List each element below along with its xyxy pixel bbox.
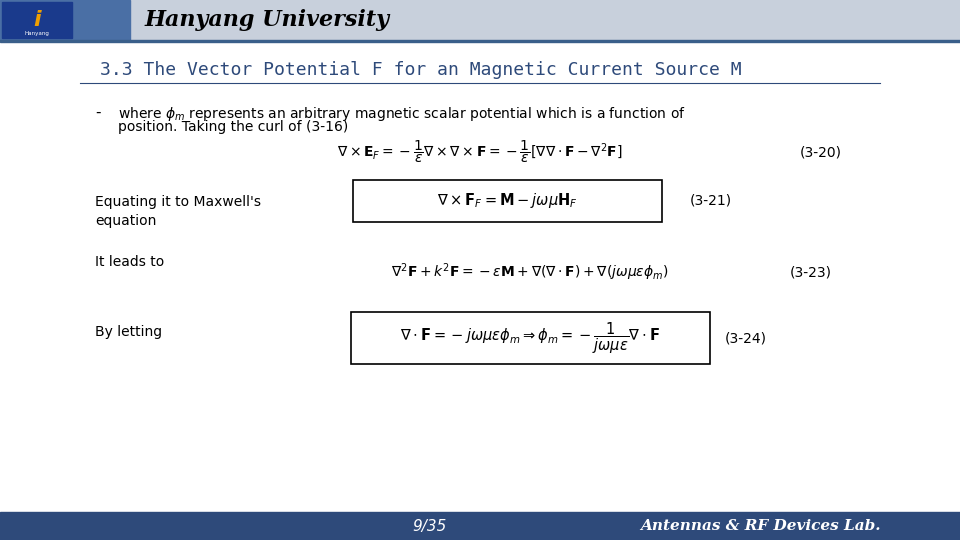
Text: (3-20): (3-20) — [800, 145, 842, 159]
FancyBboxPatch shape — [353, 180, 662, 222]
Text: $\nabla \times \mathbf{F}_F = \mathbf{M} - j\omega\mu\mathbf{H}_F$: $\nabla \times \mathbf{F}_F = \mathbf{M}… — [437, 192, 577, 211]
Text: $\nabla \times \mathbf{E}_F = -\dfrac{1}{\epsilon}\nabla \times \nabla \times \m: $\nabla \times \mathbf{E}_F = -\dfrac{1}… — [337, 139, 623, 165]
Bar — [0, 512, 960, 540]
Text: It leads to: It leads to — [95, 255, 164, 269]
Text: Antennas & RF Devices Lab.: Antennas & RF Devices Lab. — [640, 519, 880, 533]
Bar — [2, 2, 72, 38]
Text: $\nabla^2\mathbf{F} + k^2\mathbf{F} = -\epsilon\mathbf{M} + \nabla(\nabla \cdot : $\nabla^2\mathbf{F} + k^2\mathbf{F} = -\… — [392, 261, 669, 283]
Bar — [0, 40, 960, 42]
Text: -: - — [95, 105, 101, 120]
Text: By letting: By letting — [95, 325, 162, 339]
Text: i: i — [34, 10, 41, 30]
Text: 9/35: 9/35 — [413, 518, 447, 534]
Text: $\nabla \cdot \mathbf{F} = -j\omega\mu\epsilon\phi_m \Rightarrow \phi_m = -\dfra: $\nabla \cdot \mathbf{F} = -j\omega\mu\e… — [400, 320, 660, 356]
FancyBboxPatch shape — [351, 312, 710, 364]
Bar — [0, 0, 960, 40]
Text: (3-23): (3-23) — [790, 265, 832, 279]
Text: Hanyang: Hanyang — [25, 30, 49, 36]
Text: 3.3 The Vector Potential F for an Magnetic Current Source M: 3.3 The Vector Potential F for an Magnet… — [100, 61, 742, 79]
Text: where $\phi_m$ represents an arbitrary magnetic scalar potential which is a func: where $\phi_m$ represents an arbitrary m… — [118, 105, 685, 123]
Text: Equating it to Maxwell's
equation: Equating it to Maxwell's equation — [95, 195, 261, 228]
Text: position. Taking the curl of (3-16): position. Taking the curl of (3-16) — [118, 120, 348, 134]
Text: (3-24): (3-24) — [725, 331, 767, 345]
Text: (3-21): (3-21) — [690, 194, 732, 208]
Text: Hanyang University: Hanyang University — [145, 9, 390, 31]
Bar — [0, 0, 130, 40]
